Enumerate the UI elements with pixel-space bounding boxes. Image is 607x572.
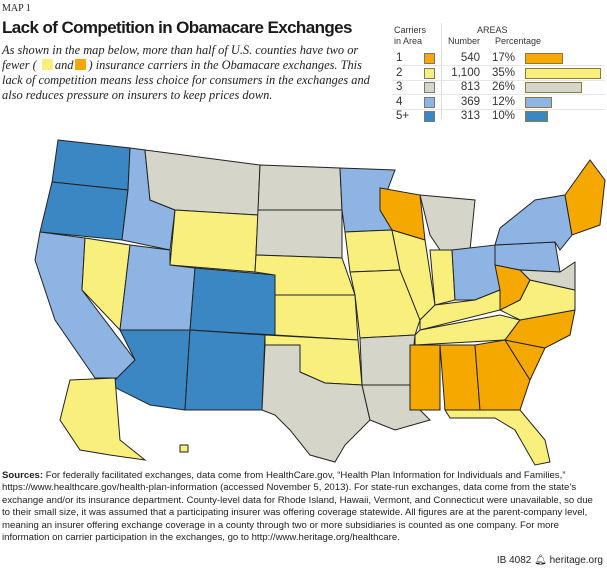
legend-swatch: [424, 96, 435, 108]
us-carrier-map: [34, 139, 606, 466]
legend-row: 3 813 26%: [392, 80, 605, 96]
legend: Carriers in Area AREAS Number Percentage…: [392, 23, 605, 123]
state-oh: [451, 244, 501, 301]
legend-percentage-header: Percentage: [495, 36, 542, 46]
state-co: [189, 267, 276, 336]
legend-swatch: [424, 67, 435, 79]
state-wy: [169, 209, 259, 273]
legend-number: 540: [460, 52, 480, 64]
state-al: [439, 344, 481, 411]
state-or: [39, 181, 129, 241]
sources-note: Sources: For federally facilitated excha…: [2, 470, 602, 544]
page-title: Lack of Competition in Obamacare Exchang…: [2, 18, 352, 37]
state-sd: [255, 209, 343, 259]
legend-percentage: 26%: [492, 81, 516, 93]
state-nc: [504, 309, 576, 349]
state-mt: [144, 149, 261, 216]
intro-part2: ) insurance carriers in the Obamacare ex…: [2, 58, 370, 102]
state-nm: [184, 329, 266, 411]
state-fl: [444, 409, 551, 466]
legend-bar: [525, 111, 548, 122]
legend-areas-header: AREAS: [477, 25, 508, 35]
intro-part1: As shown in the map below, more than hal…: [2, 43, 359, 72]
legend-bar: [525, 96, 553, 108]
legend-number: 1,100: [451, 66, 480, 79]
state-ar: [359, 334, 416, 386]
footer: IB 4082 🔔︎ heritage.org: [497, 555, 603, 566]
legend-percentage: 10%: [492, 110, 516, 122]
swatch-1-carrier: [75, 59, 87, 70]
swatch-2-carriers: [41, 59, 53, 70]
legend-number-header: Number: [448, 36, 481, 46]
report-id: IB 4082: [496, 555, 532, 566]
legend-row: 4 369 12%: [392, 95, 605, 111]
legend-carriers: 2: [396, 66, 403, 79]
state-nd: [257, 164, 343, 211]
legend-row: 5+ 313 10%: [392, 109, 605, 125]
state-in: [429, 249, 456, 306]
state-mi: [419, 194, 476, 251]
legend-row-divider: [392, 94, 605, 95]
legend-row-divider: [392, 65, 605, 66]
state-mid_atl: [518, 261, 576, 291]
legend-carriers: 5+: [396, 110, 410, 122]
legend-carriers: 4: [396, 95, 403, 108]
legend-row: 1 540 17%: [392, 51, 605, 67]
legend-row-divider: [392, 79, 605, 81]
liberty-bell-icon: 🔔︎: [534, 555, 547, 566]
legend-percentage: 12%: [492, 95, 516, 108]
legend-swatch: [424, 82, 435, 93]
legend-swatch: [424, 53, 435, 64]
state-ms: [409, 344, 441, 411]
legend-carriers: 3: [396, 81, 403, 93]
state-tx: [261, 344, 371, 463]
sources-label: Sources:: [2, 470, 44, 481]
state-ne_region: [564, 159, 606, 236]
legend-percentage: 17%: [492, 52, 516, 64]
state-ks: [274, 294, 359, 341]
legend-divider: [441, 23, 442, 119]
legend-bar: [525, 82, 582, 93]
legend-bar: [525, 53, 563, 64]
legend-percentage: 35%: [492, 66, 516, 79]
state-ak: [59, 377, 147, 461]
intro-text: As shown in the map below, more than hal…: [2, 43, 372, 103]
legend-carriers-header: Carriers: [394, 25, 427, 35]
legend-carriers: 1: [396, 52, 403, 64]
intro-and: and: [54, 58, 74, 72]
legend-number: 313: [460, 110, 480, 122]
legend-number: 369: [460, 95, 480, 108]
state-ga: [474, 339, 531, 411]
state-ia: [344, 229, 401, 273]
state-hi: [179, 444, 189, 453]
legend-bar: [525, 67, 601, 79]
sources-text: For federally facilitated exchanges, dat…: [2, 470, 593, 544]
legend-number: 813: [460, 81, 480, 93]
site-link[interactable]: heritage.org: [549, 555, 603, 566]
legend-swatch: [424, 111, 435, 122]
legend-row-divider: [392, 108, 605, 110]
legend-row: 2 1,100 35%: [392, 66, 605, 82]
state-wa: [51, 139, 131, 191]
state-ny: [494, 194, 573, 251]
map-number: MAP 1: [2, 3, 31, 14]
legend-carriers-header-2: in Area: [394, 36, 423, 46]
